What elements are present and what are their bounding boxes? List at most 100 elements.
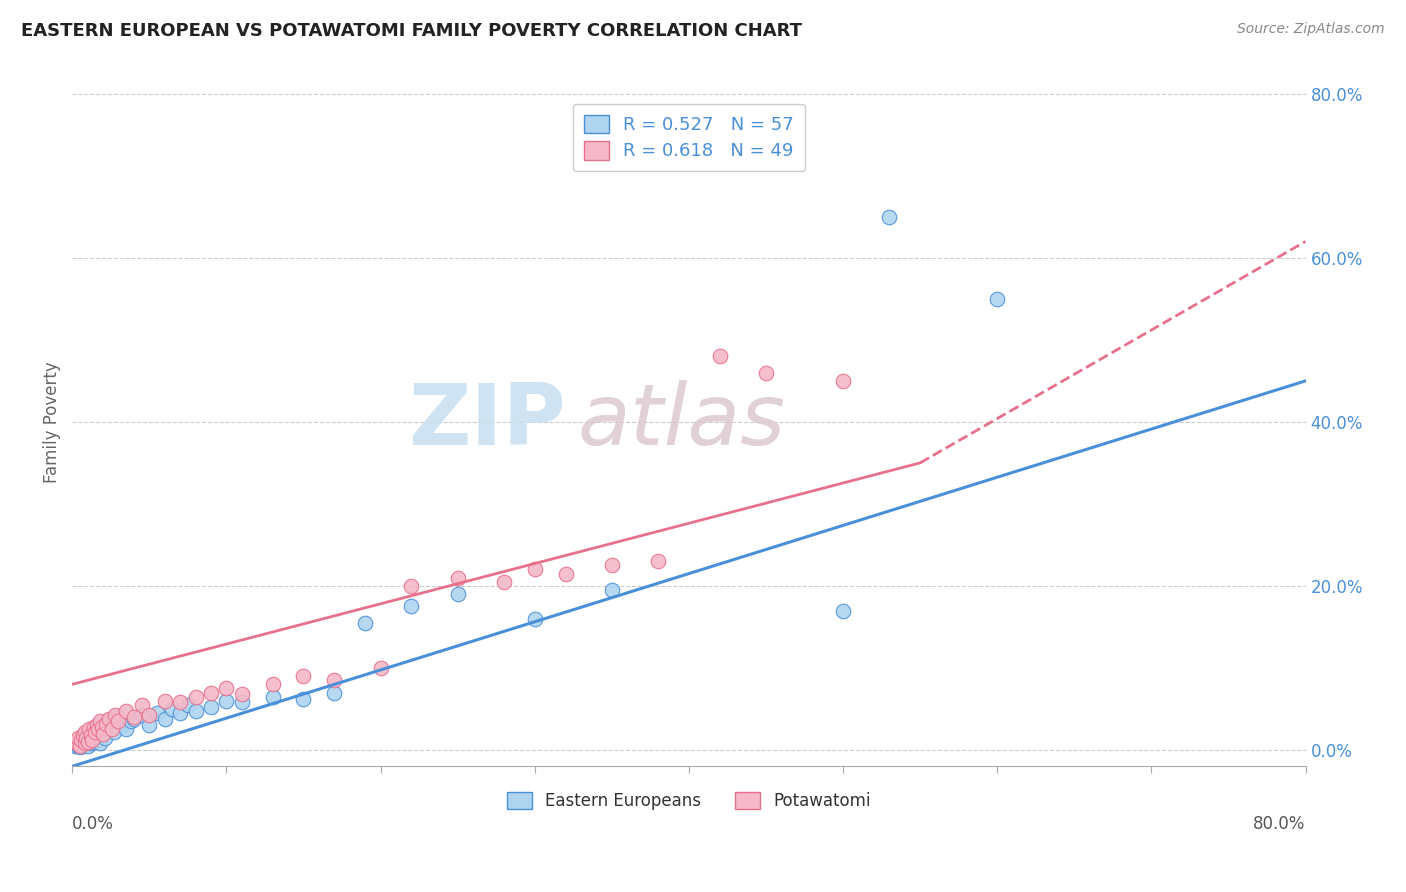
- Point: [73, 731, 96, 745]
- Point: [832, 603, 855, 617]
- Point: [77, 733, 100, 747]
- Point: [90, 718, 112, 732]
- Point: [86, 733, 108, 747]
- Point: [184, 704, 207, 718]
- Point: [986, 292, 1008, 306]
- Point: [115, 723, 138, 737]
- Point: [323, 685, 346, 699]
- Y-axis label: Family Poverty: Family Poverty: [44, 361, 60, 483]
- Point: [755, 366, 778, 380]
- Point: [91, 726, 114, 740]
- Point: [84, 724, 107, 739]
- Point: [401, 579, 423, 593]
- Point: [97, 723, 120, 737]
- Point: [103, 724, 125, 739]
- Point: [67, 739, 90, 753]
- Point: [101, 723, 124, 737]
- Point: [292, 669, 315, 683]
- Point: [76, 728, 98, 742]
- Point: [107, 710, 129, 724]
- Point: [138, 718, 160, 732]
- Point: [146, 706, 169, 720]
- Point: [709, 349, 731, 363]
- Point: [91, 726, 114, 740]
- Point: [215, 681, 238, 696]
- Point: [73, 724, 96, 739]
- Point: [69, 739, 91, 753]
- Point: [122, 710, 145, 724]
- Point: [401, 599, 423, 614]
- Point: [82, 733, 104, 747]
- Point: [83, 735, 105, 749]
- Point: [70, 733, 93, 747]
- Point: [83, 720, 105, 734]
- Legend: Eastern Europeans, Potawatomi: Eastern Europeans, Potawatomi: [498, 781, 880, 820]
- Point: [100, 714, 122, 729]
- Point: [94, 720, 117, 734]
- Point: [354, 615, 377, 630]
- Point: [523, 612, 546, 626]
- Point: [89, 714, 111, 729]
- Point: [73, 736, 96, 750]
- Point: [69, 740, 91, 755]
- Point: [90, 720, 112, 734]
- Point: [66, 736, 89, 750]
- Point: [72, 733, 94, 747]
- Point: [80, 726, 103, 740]
- Point: [104, 708, 127, 723]
- Point: [262, 690, 284, 704]
- Point: [292, 692, 315, 706]
- Point: [65, 735, 87, 749]
- Point: [122, 712, 145, 726]
- Point: [153, 694, 176, 708]
- Point: [262, 677, 284, 691]
- Point: [86, 718, 108, 732]
- Point: [231, 687, 253, 701]
- Text: 0.0%: 0.0%: [72, 814, 114, 832]
- Point: [184, 690, 207, 704]
- Point: [75, 731, 97, 745]
- Point: [554, 566, 576, 581]
- Point: [492, 574, 515, 589]
- Text: Source: ZipAtlas.com: Source: ZipAtlas.com: [1237, 22, 1385, 37]
- Point: [76, 739, 98, 753]
- Point: [75, 735, 97, 749]
- Point: [72, 739, 94, 753]
- Point: [370, 661, 392, 675]
- Point: [832, 374, 855, 388]
- Point: [169, 695, 191, 709]
- Point: [87, 723, 110, 737]
- Point: [94, 716, 117, 731]
- Point: [877, 210, 900, 224]
- Point: [131, 698, 153, 712]
- Point: [523, 562, 546, 576]
- Point: [215, 694, 238, 708]
- Point: [84, 723, 107, 737]
- Point: [600, 582, 623, 597]
- Point: [70, 737, 93, 751]
- Point: [177, 698, 200, 712]
- Point: [169, 706, 191, 720]
- Point: [65, 739, 87, 753]
- Point: [67, 731, 90, 745]
- Point: [115, 704, 138, 718]
- Point: [66, 736, 89, 750]
- Text: atlas: atlas: [578, 380, 786, 463]
- Point: [89, 736, 111, 750]
- Point: [131, 708, 153, 723]
- Point: [80, 736, 103, 750]
- Point: [72, 728, 94, 742]
- Point: [138, 708, 160, 723]
- Point: [200, 685, 222, 699]
- Point: [87, 724, 110, 739]
- Point: [76, 735, 98, 749]
- Text: ZIP: ZIP: [408, 380, 565, 463]
- Point: [647, 554, 669, 568]
- Point: [153, 712, 176, 726]
- Point: [107, 714, 129, 729]
- Text: 80.0%: 80.0%: [1253, 814, 1306, 832]
- Point: [600, 558, 623, 573]
- Point: [93, 731, 115, 745]
- Point: [200, 700, 222, 714]
- Point: [446, 571, 468, 585]
